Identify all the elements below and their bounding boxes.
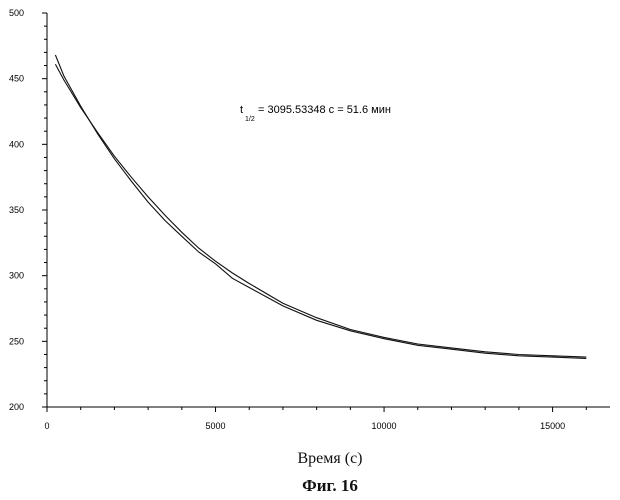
x-tick-label: 0 [44, 421, 49, 431]
half-life-annotation: t 1/2 = 3095.53348 c = 51.6 мин [240, 104, 391, 123]
y-tick-label: 200 [9, 402, 24, 412]
series-layer [55, 55, 586, 358]
y-tick-label: 450 [9, 74, 24, 84]
y-tick-label: 350 [9, 205, 24, 215]
annotation-t-subscript: 1/2 [245, 116, 255, 123]
annotation-t-symbol: t [240, 104, 243, 116]
y-tick-label: 250 [9, 336, 24, 346]
axes: 200250300350400450500050001000015000 [9, 8, 610, 431]
y-tick-label: 400 [9, 139, 24, 149]
y-tick-label: 300 [9, 271, 24, 281]
x-tick-label: 15000 [540, 421, 565, 431]
x-tick-label: 5000 [206, 421, 226, 431]
figure-caption: Фиг. 16 [40, 476, 620, 496]
y-tick-label: 500 [9, 8, 24, 18]
annotation-text: = 3095.53348 c = 51.6 мин [258, 104, 391, 116]
x-axis-label: Время (с) [40, 450, 620, 468]
series-line-1 [55, 55, 586, 358]
x-tick-label: 10000 [372, 421, 397, 431]
